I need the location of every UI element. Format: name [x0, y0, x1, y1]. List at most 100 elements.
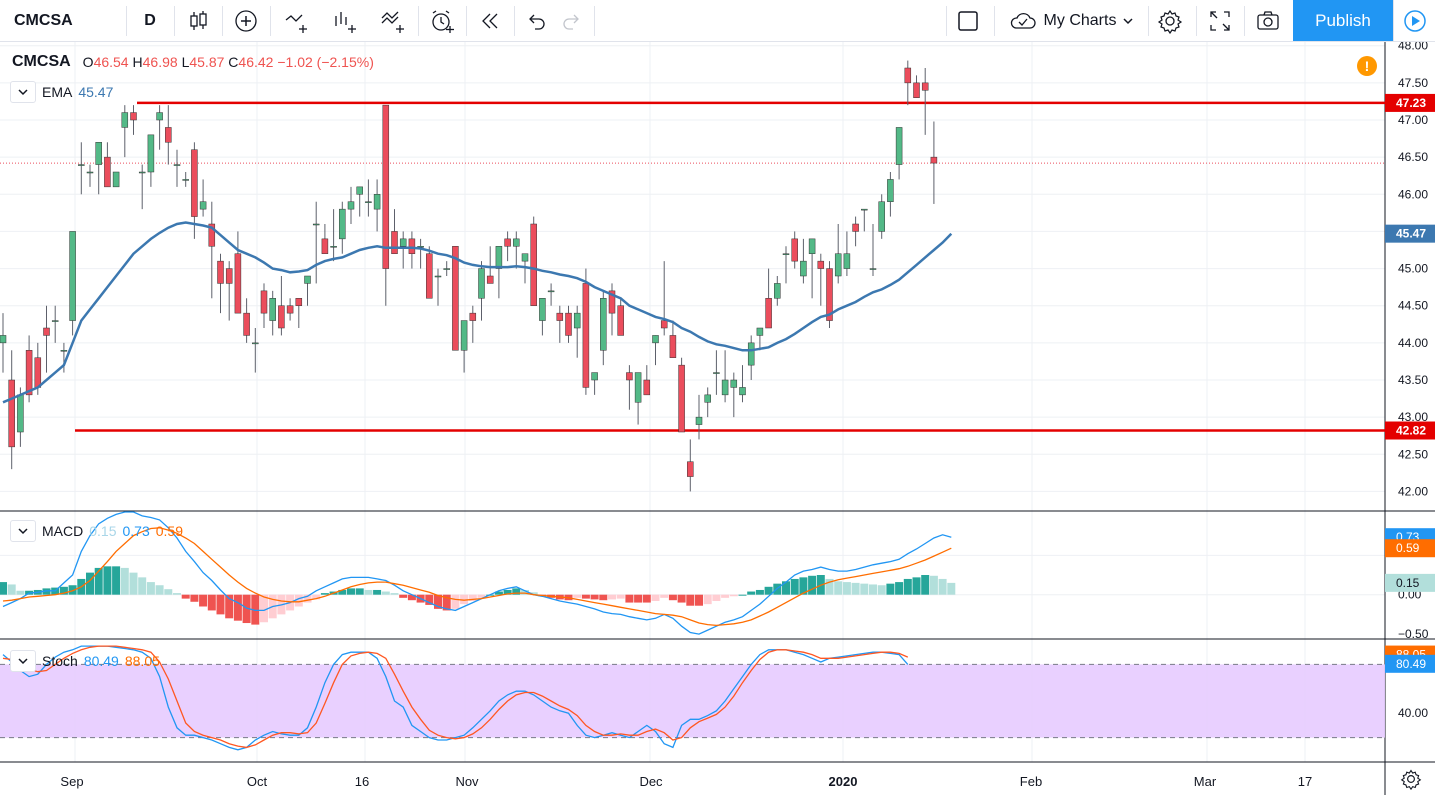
time-axis-label: Sep [60, 774, 83, 789]
candle-body [382, 104, 390, 269]
price-axis-tick: 42.00 [1398, 484, 1428, 498]
macd-histogram-bar [503, 589, 512, 595]
settings-icon[interactable] [1150, 0, 1190, 41]
macd-histogram-bar [494, 591, 503, 595]
symbol-search-button[interactable]: CMCSA [14, 11, 73, 29]
time-axis-label: Oct [247, 774, 268, 789]
publish-button[interactable]: Publish [1293, 0, 1393, 41]
candle-body [269, 298, 276, 321]
layout-icon[interactable] [948, 0, 988, 41]
candle-body [565, 312, 572, 336]
candle-body [165, 127, 172, 143]
alert-icon[interactable] [422, 0, 462, 41]
line-tool-icon[interactable] [276, 0, 316, 41]
macd-histogram-bar [851, 582, 860, 595]
macd-histogram-bar [703, 594, 712, 605]
toolbar-divider [994, 6, 995, 36]
candle-body [626, 372, 633, 381]
resistance-price-tag: 47.23 [1396, 96, 1426, 110]
legend-close: 46.42 [238, 54, 274, 70]
ema-collapse-button[interactable] [10, 81, 36, 103]
macd-histogram-bar [895, 582, 904, 595]
redo-icon[interactable] [552, 0, 592, 41]
candle-body [513, 238, 520, 247]
candle-body [373, 194, 381, 210]
macd-histogram-bar [242, 594, 251, 624]
undo-icon[interactable] [516, 0, 556, 41]
candle-body [86, 171, 94, 174]
candle-body [252, 342, 259, 345]
stoch-d-line [2, 645, 909, 749]
macd-value: 0.73 [122, 523, 150, 539]
macd-histogram-bar [573, 594, 582, 598]
bars-icon[interactable] [324, 0, 364, 41]
candle-body [25, 350, 33, 396]
candle-body [43, 327, 50, 336]
candle-body [469, 312, 477, 321]
macd-histogram-bar [355, 588, 364, 595]
macd-histogram-bar [651, 594, 660, 601]
chevron-down-icon [18, 528, 28, 535]
macd-histogram-bar [347, 588, 355, 595]
price-axis-tick: 43.50 [1398, 373, 1428, 387]
patterns-icon[interactable] [372, 0, 412, 41]
macd-histogram-bar [608, 594, 616, 600]
macd-hist-tag: 0.15 [1396, 576, 1420, 590]
camera-icon[interactable] [1248, 0, 1288, 41]
macd-histogram-bar [199, 594, 208, 607]
macd-histogram-bar [442, 594, 451, 611]
time-axis-label: 2020 [829, 774, 858, 789]
add-indicator-icon[interactable] [226, 0, 266, 41]
time-axis-label: 16 [355, 774, 369, 789]
my-charts-button[interactable]: My Charts [996, 0, 1146, 41]
legend-symbol: CMCSA [12, 53, 71, 70]
macd-hist-value: 0.15 [89, 523, 117, 539]
macd-histogram-bar [625, 594, 634, 603]
macd-histogram-bar [312, 594, 321, 600]
play-icon[interactable] [1393, 0, 1435, 41]
fullscreen-icon[interactable] [1200, 0, 1240, 41]
chart-canvas[interactable]: 48.0047.5047.0046.5046.0045.5045.0044.50… [0, 42, 1435, 795]
candle-body [730, 379, 738, 388]
macd-histogram-bar [233, 594, 242, 621]
macd-histogram-bar [42, 588, 51, 595]
ema-value: 45.47 [78, 84, 114, 100]
macd-axis-tick: −0.50 [1398, 627, 1429, 641]
chevron-down-icon [18, 658, 28, 665]
macd-collapse-button[interactable] [10, 520, 36, 542]
toolbar-divider [126, 6, 127, 36]
stoch-k-tag: 80.49 [1396, 657, 1426, 671]
candle-body [147, 134, 155, 173]
replay-icon[interactable] [470, 0, 510, 41]
ema-label: EMA [42, 84, 73, 100]
macd-histogram-bar [842, 582, 851, 595]
macd-histogram-bar [399, 594, 408, 598]
stoch-band [0, 664, 1385, 738]
macd-histogram-bar [364, 589, 373, 595]
settings-icon[interactable] [1400, 768, 1422, 790]
macd-histogram-bar [642, 594, 651, 603]
candle-body [808, 238, 816, 254]
macd-histogram-bar [477, 594, 486, 598]
candle-body [95, 142, 102, 165]
candle-body [739, 387, 746, 396]
macd-signal-value: 0.59 [155, 523, 183, 539]
stoch-k-tag-bg [1385, 654, 1435, 673]
macd-histogram-bar [877, 585, 886, 595]
candle-body [878, 201, 885, 232]
candle-body [713, 372, 720, 374]
candle-body [904, 67, 912, 84]
candle-body [826, 268, 833, 321]
candle-body [869, 268, 877, 270]
warning-icon[interactable]: ! [1357, 56, 1377, 76]
candle-body [60, 350, 68, 352]
macd-histogram-bar [634, 594, 643, 603]
price-axis-tick: 47.00 [1398, 113, 1428, 127]
main-legend: CMCSA O46.54 H46.98 L45.87 C46.42 −1.02 … [12, 53, 374, 71]
price-axis-tick: 48.00 [1398, 42, 1428, 53]
interval-button[interactable]: D [144, 11, 156, 29]
stoch-collapse-button[interactable] [10, 650, 36, 672]
candle-body [930, 156, 938, 164]
candle-body [921, 82, 929, 91]
candles-icon[interactable] [178, 0, 218, 41]
